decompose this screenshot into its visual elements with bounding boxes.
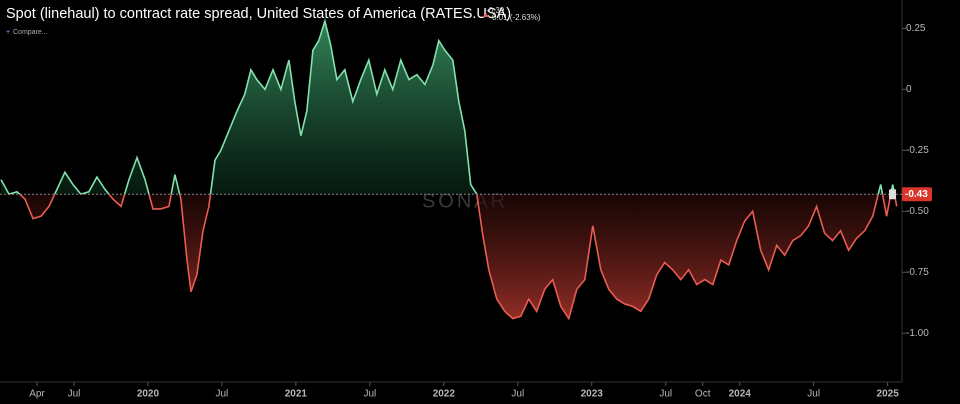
x-tick-label: Jul [216, 389, 229, 400]
baseline-handle [889, 189, 896, 200]
area-above [1, 21, 897, 195]
x-tick-label: Jul [68, 389, 81, 400]
y-tick-label: -0.50 [906, 206, 929, 217]
baseline-label: -0.43 [905, 189, 928, 200]
x-tick-label: 2024 [729, 389, 752, 400]
line-below [8, 194, 898, 321]
chart-title: Spot (linehaul) to contract rate spread,… [6, 6, 511, 22]
x-tick-label: 2020 [137, 389, 160, 400]
baseline-label-box [902, 187, 932, 202]
header-value: -0.39 [486, 6, 505, 15]
x-tick-label: 2023 [581, 389, 604, 400]
compare-plus: + [6, 29, 10, 36]
x-tick-label: Jul [511, 389, 524, 400]
compare-button[interactable]: Compare... [13, 29, 48, 36]
down-icon [483, 13, 489, 17]
y-tick-label: -0.25 [906, 145, 929, 156]
y-tick-label: 0.25 [906, 23, 926, 34]
x-tick-label: 2021 [285, 389, 308, 400]
x-tick-label: Apr [29, 389, 45, 400]
x-tick-label: Jul [363, 389, 376, 400]
area-below [19, 194, 897, 319]
x-tick-label: Jul [807, 389, 820, 400]
y-tick-label: -0.75 [906, 267, 929, 278]
x-tick-label: 2022 [433, 389, 456, 400]
line-above [0, 18, 896, 195]
y-tick-label: 0 [906, 84, 912, 95]
x-tick-label: Jul [659, 389, 672, 400]
x-tick-label: Oct [695, 389, 711, 400]
y-tick-label: -1.00 [906, 328, 929, 339]
header-change: 0.01 (-2.63%) [492, 13, 541, 22]
x-tick-label: 2025 [877, 389, 900, 400]
